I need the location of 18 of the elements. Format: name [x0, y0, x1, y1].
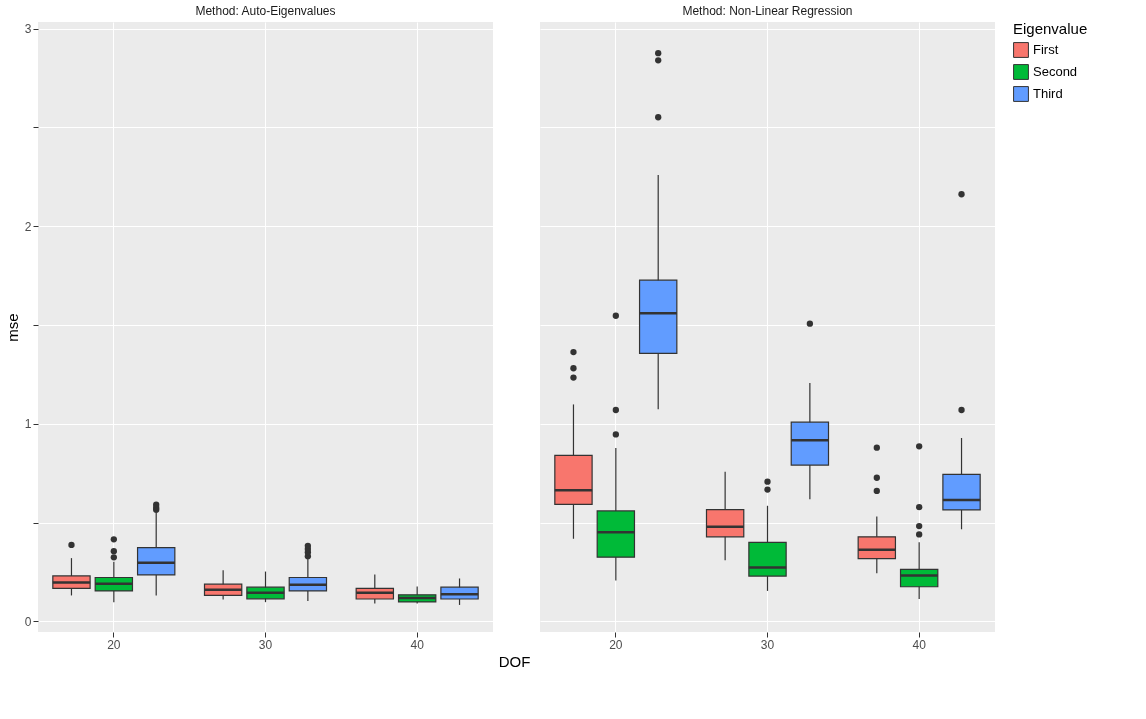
x-tick-label: 20 [609, 637, 623, 652]
y-tick-label: 2 [24, 219, 32, 234]
x-tick-label: 30 [760, 637, 775, 652]
y-tick-label: 1 [24, 417, 32, 432]
legend-label: Second [1033, 64, 1078, 79]
x-tick-label: 40 [410, 637, 425, 652]
legend-title: Eigenvalue [1013, 20, 1088, 37]
chart-title: Method: Auto-Eigenvalues [195, 4, 336, 18]
chart-title: Method: Non-Linear Regression [682, 4, 853, 18]
x-axis-title: DOF [498, 652, 531, 670]
y-tick-label: 3 [24, 22, 32, 37]
x-tick-label: 40 [912, 637, 927, 652]
legend-label: Third [1033, 86, 1063, 101]
legend-label: First [1033, 42, 1059, 57]
y-axis-title: mse [3, 313, 21, 342]
y-tick-label: 0 [24, 614, 32, 629]
x-tick-label: 20 [107, 637, 121, 652]
x-tick-label: 30 [258, 637, 273, 652]
